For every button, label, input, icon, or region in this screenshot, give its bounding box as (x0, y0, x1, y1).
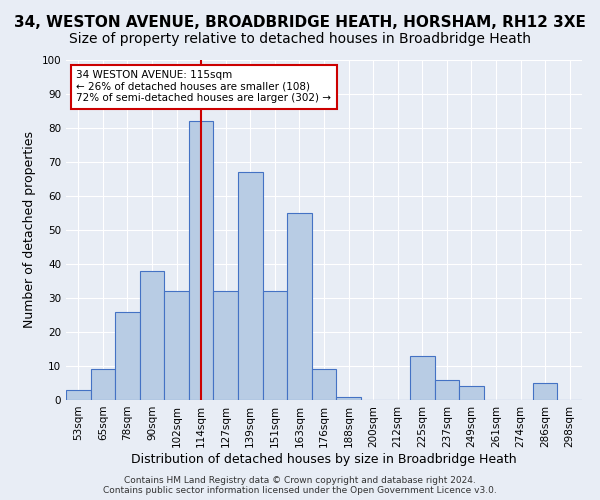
Text: Size of property relative to detached houses in Broadbridge Heath: Size of property relative to detached ho… (69, 32, 531, 46)
Bar (312, 370, 336, 400)
Bar (66, 390, 91, 400)
Bar (459, 386, 484, 400)
Bar (189, 121, 214, 400)
Bar (214, 291, 238, 400)
Text: Contains HM Land Registry data © Crown copyright and database right 2024.: Contains HM Land Registry data © Crown c… (124, 476, 476, 485)
Bar (91, 370, 115, 400)
Text: 34 WESTON AVENUE: 115sqm
← 26% of detached houses are smaller (108)
72% of semi-: 34 WESTON AVENUE: 115sqm ← 26% of detach… (76, 70, 331, 103)
Text: Contains public sector information licensed under the Open Government Licence v3: Contains public sector information licen… (103, 486, 497, 495)
Bar (263, 291, 287, 400)
Y-axis label: Number of detached properties: Number of detached properties (23, 132, 36, 328)
Bar (434, 380, 459, 400)
Bar (533, 383, 557, 400)
Bar (140, 271, 164, 400)
Text: 34, WESTON AVENUE, BROADBRIDGE HEATH, HORSHAM, RH12 3XE: 34, WESTON AVENUE, BROADBRIDGE HEATH, HO… (14, 15, 586, 30)
Bar (336, 396, 361, 400)
X-axis label: Distribution of detached houses by size in Broadbridge Heath: Distribution of detached houses by size … (131, 452, 517, 466)
Bar (164, 291, 189, 400)
Bar (287, 213, 312, 400)
Bar (238, 172, 263, 400)
Bar (410, 356, 434, 400)
Bar (115, 312, 140, 400)
